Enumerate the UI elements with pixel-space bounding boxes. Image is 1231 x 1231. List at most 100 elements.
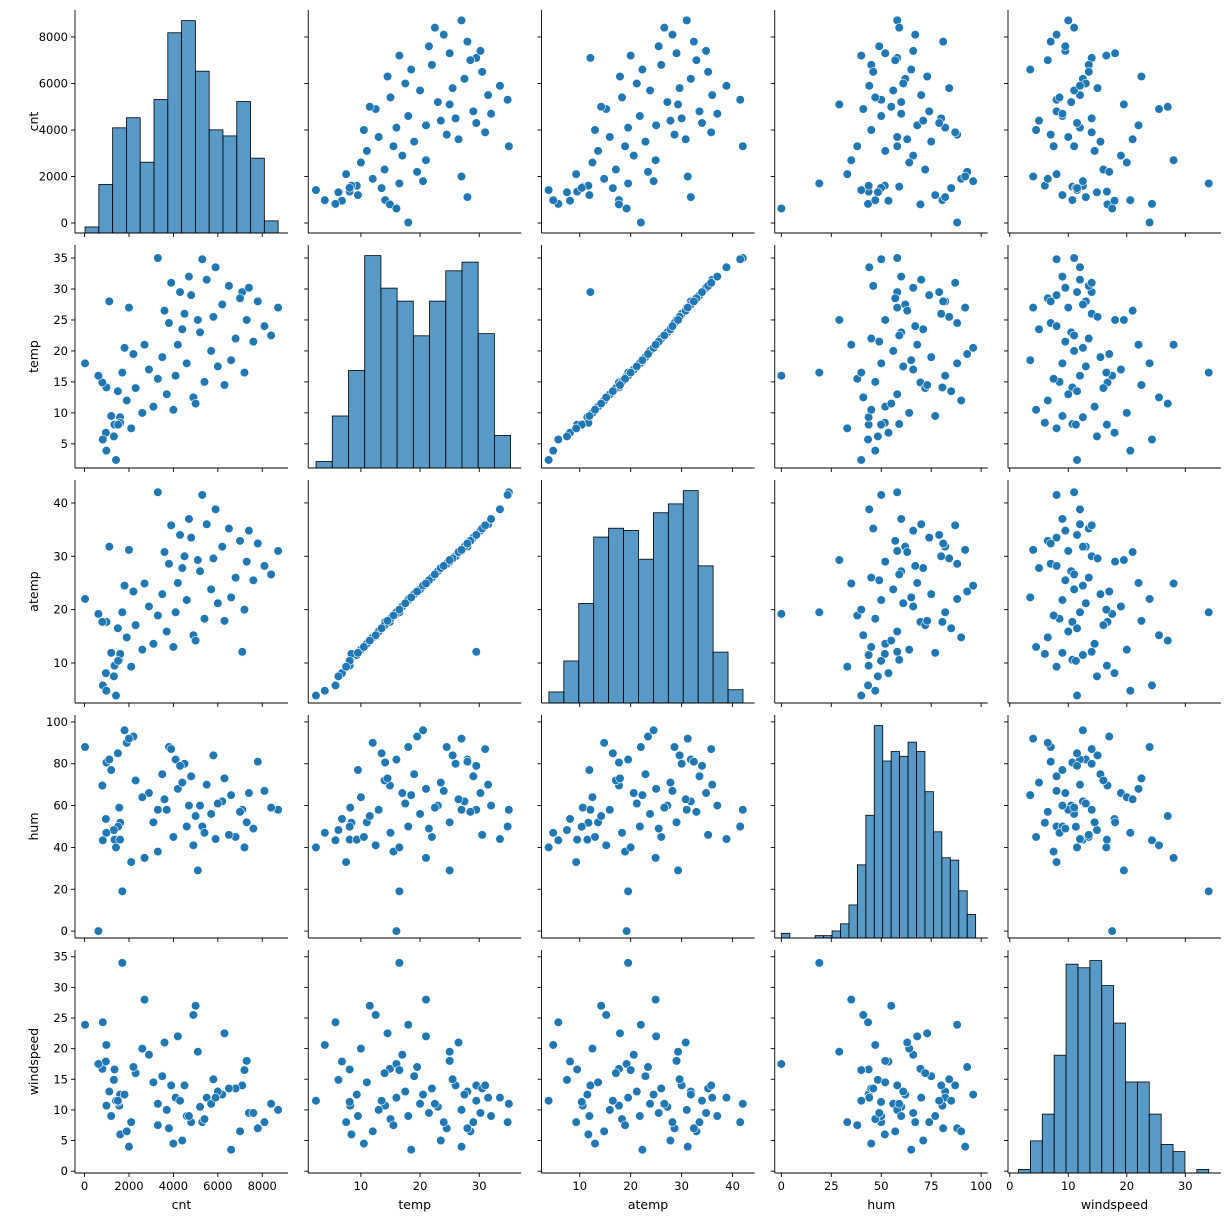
scatter-point <box>1081 598 1091 608</box>
scatter-point <box>1101 368 1111 378</box>
scatter-point <box>230 573 241 583</box>
scatter-point <box>153 1120 163 1130</box>
scatter-point <box>1163 398 1173 409</box>
scatter-point <box>217 542 227 552</box>
scatter-point <box>681 794 691 804</box>
scatter-point <box>210 504 221 514</box>
scatter-point <box>504 141 514 151</box>
scatter-point <box>206 809 216 819</box>
scatter-point <box>202 519 212 529</box>
scatter-point <box>908 601 918 612</box>
scatter-point <box>938 37 948 47</box>
y-tick-label: 40 <box>53 496 68 510</box>
scatter-point <box>131 620 141 630</box>
scatter-point <box>890 55 900 65</box>
scatter-point <box>1031 832 1041 842</box>
scatter-point <box>645 809 655 819</box>
scatter-point <box>632 798 642 809</box>
x-tick-label: 40 <box>725 1179 740 1193</box>
scatter-point <box>898 598 908 608</box>
scatter-point <box>908 364 918 375</box>
scatter-point <box>1125 446 1135 456</box>
scatter-point <box>139 340 150 350</box>
scatter-point <box>391 926 402 936</box>
scatter-point <box>1154 630 1164 640</box>
scatter-point <box>562 1075 572 1085</box>
hist-bar <box>396 300 414 469</box>
hist-bar <box>924 791 934 939</box>
scatter-point <box>814 607 824 617</box>
y-axis-label: temp <box>26 340 41 373</box>
scatter-point <box>689 37 699 47</box>
hist-bar <box>578 603 595 704</box>
scatter-point <box>691 807 702 817</box>
scatter-point <box>128 586 139 597</box>
scatter-point <box>1025 592 1035 602</box>
scatter-point <box>898 1086 908 1097</box>
scatter-point <box>1090 146 1100 156</box>
scatter-point <box>623 178 633 189</box>
y-tick-label: 35 <box>53 950 68 964</box>
scatter-point <box>936 551 946 561</box>
scatter-point <box>898 361 908 372</box>
scatter-point <box>637 355 647 365</box>
scatter-point <box>148 817 159 827</box>
scatter-point <box>1095 137 1106 147</box>
scatter-point <box>615 773 625 783</box>
scatter-point <box>418 1089 428 1100</box>
scatter-point <box>101 1101 112 1111</box>
scatter-point <box>259 561 270 571</box>
scatter-point <box>210 1093 221 1103</box>
scatter-point <box>735 1117 745 1127</box>
scatter-point <box>266 569 276 580</box>
scatter-point <box>1049 610 1059 621</box>
scatter-point <box>701 46 711 56</box>
scatter-point <box>671 817 682 827</box>
x-tick-label: 30 <box>1178 1179 1193 1193</box>
scatter-point <box>471 118 481 128</box>
scatter-point <box>590 832 600 842</box>
scatter-point <box>874 41 884 51</box>
scatter-point <box>629 1050 639 1060</box>
hist-bar <box>167 32 182 234</box>
hist-bar <box>667 503 684 704</box>
scatter-point <box>1071 420 1081 430</box>
scatter-point <box>219 773 230 783</box>
scatter-point <box>235 293 245 303</box>
x-axis-label: temp <box>398 1197 431 1212</box>
scatter-point <box>427 1083 437 1094</box>
x-tick-label: 30 <box>472 1179 487 1193</box>
scatter-point <box>219 616 230 626</box>
scatter-point <box>694 1117 705 1127</box>
scatter-point <box>365 1001 375 1011</box>
scatter-point <box>856 690 866 701</box>
scatter-point <box>1102 420 1112 430</box>
scatter-point <box>445 817 455 827</box>
scatter-point <box>916 1093 926 1103</box>
scatter-point <box>1090 402 1100 412</box>
scatter-point <box>880 146 890 156</box>
scatter-point <box>1119 99 1129 110</box>
scatter-point <box>1060 575 1070 585</box>
scatter-point <box>1043 55 1053 65</box>
scatter-point <box>1107 203 1117 214</box>
scatter-point <box>379 164 390 175</box>
scatter-point <box>870 614 880 624</box>
scatter-point <box>934 287 944 297</box>
scatter-point <box>253 757 263 767</box>
scatter-point <box>697 118 707 128</box>
scatter-point <box>195 566 205 576</box>
scatter-point <box>436 1135 446 1146</box>
scatter-point <box>157 1071 167 1081</box>
scatter-point <box>153 253 163 263</box>
scatter-point <box>890 1126 900 1136</box>
scatter-point <box>677 759 687 769</box>
hist-bar <box>153 99 169 234</box>
scatter-point <box>1110 817 1120 827</box>
scatter-point <box>445 1047 455 1057</box>
scatter-point <box>1057 109 1068 119</box>
scatter-point <box>394 1065 404 1075</box>
scatter-point <box>1069 803 1079 813</box>
scatter-point <box>1060 41 1070 51</box>
scatter-point <box>173 340 183 350</box>
